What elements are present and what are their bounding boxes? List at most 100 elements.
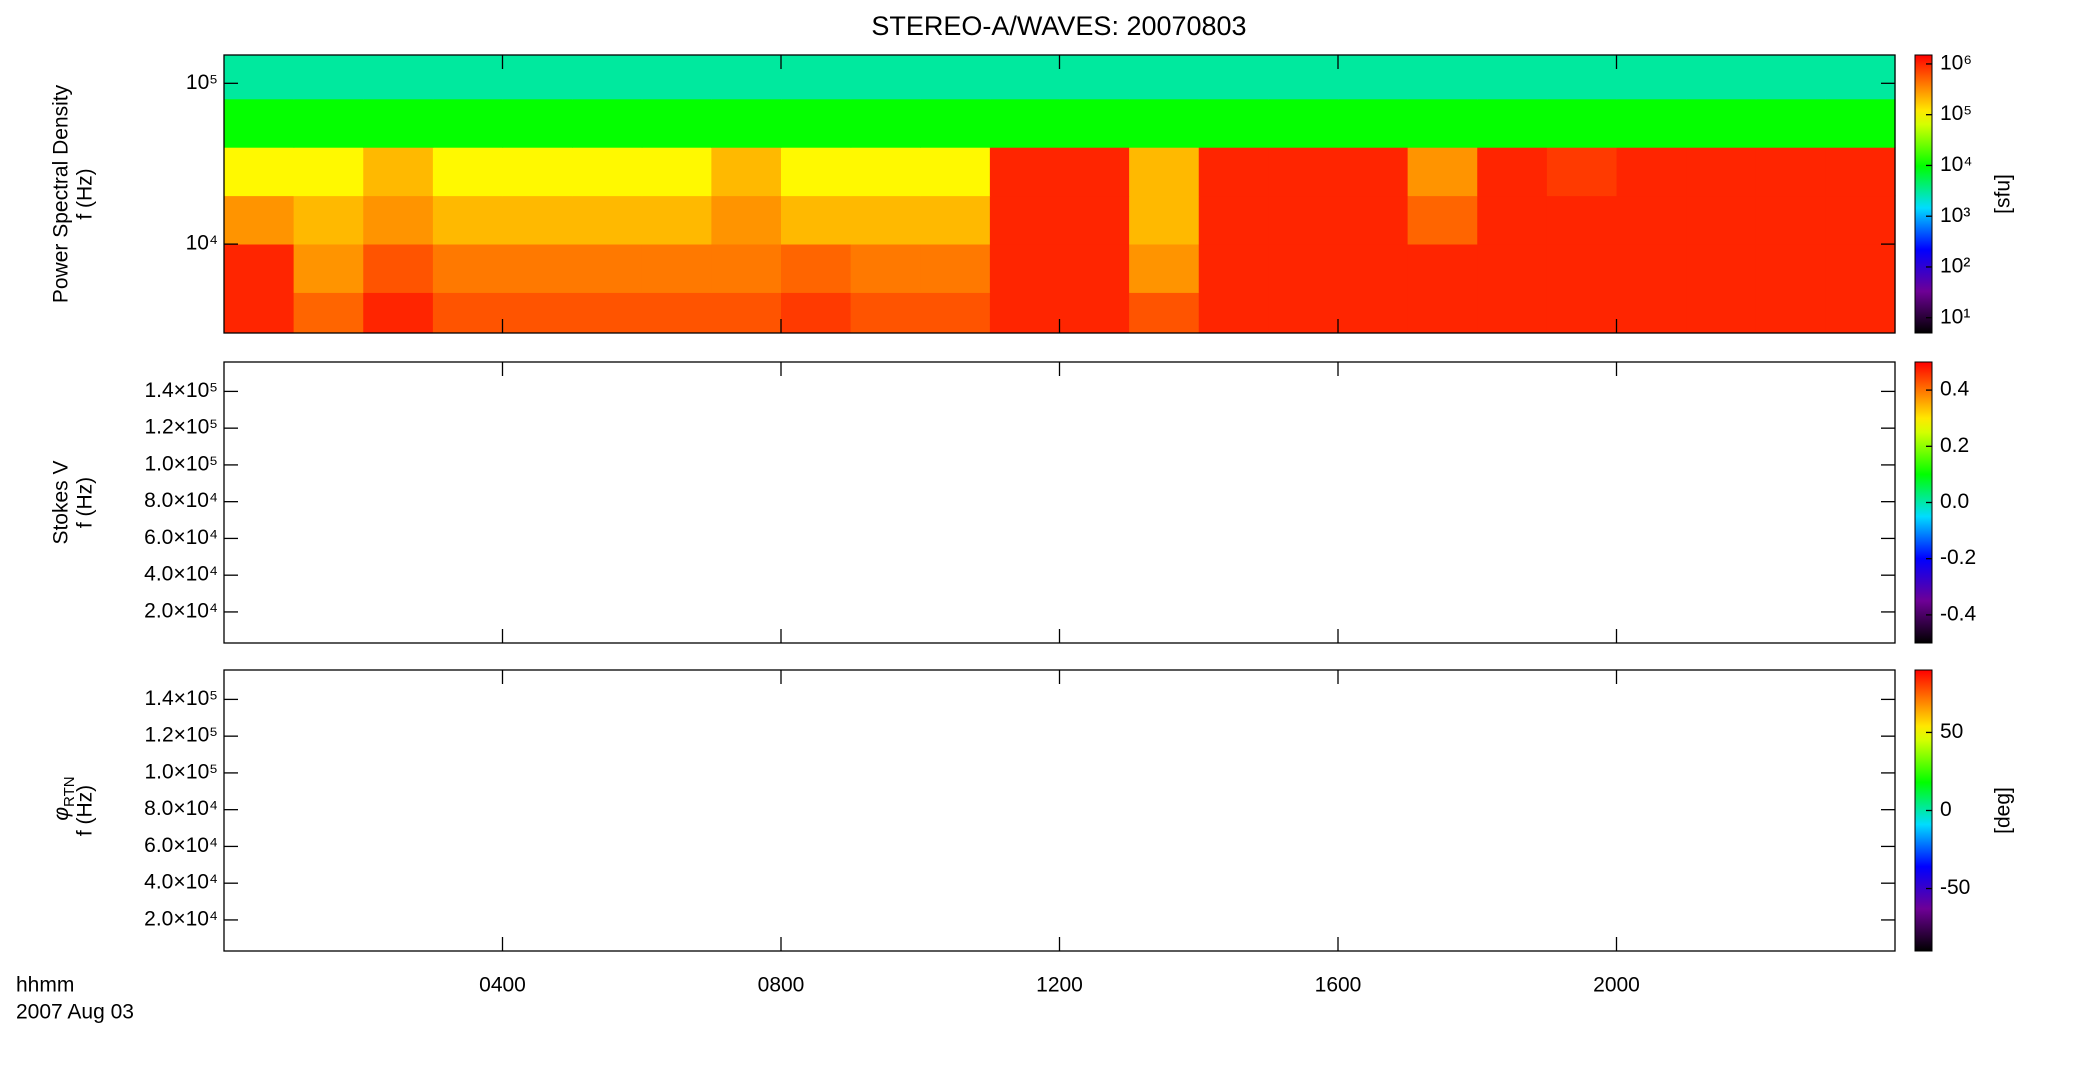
heatmap-cell (1616, 147, 1687, 197)
heatmap-cell (1546, 98, 1618, 148)
heatmap-cell (1477, 244, 1548, 293)
colorbar-tick-label: 10⁶ (1940, 51, 1972, 74)
heatmap-cell (1268, 147, 1339, 197)
heatmap-cell (641, 244, 712, 293)
heatmap-cell (1059, 147, 1130, 197)
heatmap-cell (1059, 292, 1130, 334)
heatmap-cell (1059, 55, 1130, 100)
heatmap-cell (224, 55, 295, 100)
x-tick-label: 0800 (758, 974, 805, 997)
heatmap-cell (1546, 244, 1618, 293)
y-axis-label: f (Hz) (74, 477, 97, 528)
heatmap-cell (781, 98, 852, 148)
heatmap-cell (363, 98, 434, 148)
heatmap-cell (1825, 244, 1896, 293)
y-tick-label: 1.2×10⁵ (144, 724, 218, 747)
heatmap-cell (711, 147, 782, 197)
heatmap-cell (572, 195, 643, 245)
y-axis-label-subscript: RTN (61, 776, 78, 807)
heatmap-cell (920, 244, 991, 293)
colorbar-label: [deg] (1992, 787, 2015, 834)
heatmap-cell (920, 292, 991, 334)
heatmap-cell (1477, 98, 1548, 148)
heatmap-cell (1686, 292, 1757, 334)
heatmap-cell (1755, 98, 1826, 148)
x-axis-label: hhmm (16, 974, 74, 997)
heatmap-cell (1338, 195, 1409, 245)
heatmap-cell (293, 195, 364, 245)
heatmap-cell (1268, 55, 1339, 100)
heatmap-cell (1755, 55, 1826, 100)
y-tick-label: 1.2×10⁵ (144, 416, 218, 439)
colorbar-tick-label: -50 (1940, 876, 1970, 899)
heatmap-cell (293, 244, 364, 293)
heatmap-cell (920, 195, 991, 245)
heatmap-cell (224, 98, 295, 148)
heatmap-cell (1755, 244, 1826, 293)
heatmap-cell (920, 55, 991, 100)
heatmap-cell (1129, 244, 1200, 293)
heatmap-cell (781, 195, 852, 245)
heatmap-cell (432, 55, 504, 100)
heatmap-cell (1059, 195, 1130, 245)
y-axis-label: Power Spectral Density (50, 84, 73, 303)
heatmap-cell (989, 98, 1061, 148)
heatmap-cell (1616, 195, 1687, 245)
heatmap-cell (1616, 55, 1687, 100)
heatmap-cell (502, 147, 573, 197)
heatmap-cell (1407, 195, 1478, 245)
heatmap-cell (1755, 147, 1826, 197)
heatmap-cell (363, 195, 434, 245)
colorbar-tick-label: 10² (1940, 255, 1970, 278)
heatmap-cell (850, 195, 921, 245)
heatmap-cell (1338, 244, 1409, 293)
heatmap-cell (1198, 195, 1269, 245)
heatmap-cell (1059, 244, 1130, 293)
heatmap-cell (1477, 55, 1548, 100)
y-axis-label: Stokes V (50, 460, 73, 544)
heatmap-cell (850, 244, 921, 293)
heatmap-cell (989, 244, 1061, 293)
heatmap-cell (781, 292, 852, 334)
heatmap-cell (502, 98, 573, 148)
heatmap-cell (781, 244, 852, 293)
heatmap-cell (850, 55, 921, 100)
heatmap-cell (781, 55, 852, 100)
heatmap-cell (850, 147, 921, 197)
heatmap-cell (502, 195, 573, 245)
heatmap-cell (1129, 55, 1200, 100)
heatmap-cell (1198, 244, 1269, 293)
heatmap-cell (1268, 195, 1339, 245)
heatmap-cell (1546, 292, 1618, 334)
heatmap-cell (1825, 98, 1896, 148)
y-axis-label: φRTN (50, 776, 78, 820)
plot-frame (223, 669, 1896, 952)
heatmap-cell (1338, 147, 1409, 197)
heatmap-cell (1686, 55, 1757, 100)
y-tick-label: 6.0×10⁴ (144, 526, 218, 549)
heatmap-cell (1129, 292, 1200, 334)
heatmap-cell (1755, 195, 1826, 245)
colorbar-tick-label: -0.2 (1940, 546, 1976, 569)
heatmap-cell (363, 55, 434, 100)
heatmap-cell (502, 55, 573, 100)
heatmap-cell (1825, 147, 1896, 197)
colorbar-tick-label: 0.4 (1940, 378, 1970, 401)
y-tick-label: 4.0×10⁴ (144, 563, 218, 586)
y-tick-label: 1.0×10⁵ (144, 760, 218, 783)
heatmap-cell (1407, 147, 1478, 197)
heatmap-cell (1338, 292, 1409, 334)
heatmap-cell (641, 195, 712, 245)
colorbar-tick-label: 10⁴ (1940, 153, 1972, 176)
heatmap-cell (502, 244, 573, 293)
heatmap-cell (1546, 147, 1618, 197)
heatmap-cell (502, 292, 573, 334)
heatmap-cell (1198, 147, 1269, 197)
x-axis-label: 2007 Aug 03 (16, 1001, 134, 1024)
heatmap-cell (363, 147, 434, 197)
heatmap-cell (920, 98, 991, 148)
heatmap-cell (293, 55, 364, 100)
plot-frame (223, 361, 1896, 644)
chart-title: STEREO-A/WAVES: 20070803 (871, 11, 1246, 41)
heatmap-cell (1407, 55, 1478, 100)
